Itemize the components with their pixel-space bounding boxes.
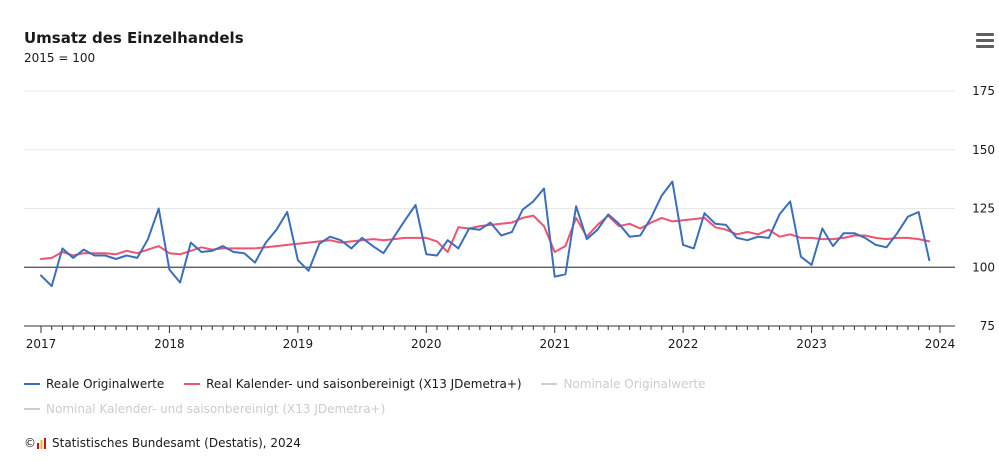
- hamburger-menu-icon: [976, 33, 994, 48]
- x-tick-label-2020: 2020: [411, 337, 442, 351]
- legend-item-nominale-originalwerte[interactable]: Nominale Originalwerte: [541, 373, 705, 395]
- legend-swatch-reale-originalwerte: [24, 383, 40, 385]
- legend-label: Reale Originalwerte: [46, 377, 165, 391]
- x-tick-label-2022: 2022: [668, 337, 699, 351]
- series-lines: [40, 180, 931, 288]
- legend-item-real-saisonbereinigt[interactable]: Real Kalender- und saisonbereinigt (X13 …: [184, 373, 522, 395]
- legend-item-nominal-saisonbereinigt[interactable]: Nominal Kalender- und saisonbereinigt (X…: [24, 398, 385, 420]
- x-tick-label-2024: 2024: [925, 337, 956, 351]
- copyright-symbol: ©: [24, 436, 36, 450]
- y-tick-label-150: 150: [972, 143, 995, 157]
- chart-subtitle: 2015 = 100: [24, 51, 96, 65]
- x-tick-label-2018: 2018: [154, 337, 185, 351]
- destatis-logo-icon: [36, 437, 48, 449]
- legend-swatch-nominal-saisonbereinigt: [24, 408, 40, 410]
- y-tick-label-175: 175: [972, 84, 995, 98]
- series-line-real-saisonbereinigt: [40, 214, 931, 260]
- series-line-reale-originalwerte: [40, 180, 931, 288]
- x-tick-label-2023: 2023: [796, 337, 827, 351]
- chart-title: Umsatz des Einzelhandels: [24, 29, 244, 47]
- x-tick-label-2021: 2021: [539, 337, 570, 351]
- legend-item-reale-originalwerte[interactable]: Reale Originalwerte: [24, 373, 164, 395]
- grid-lines: [24, 90, 955, 268]
- x-tick-label-2019: 2019: [283, 337, 314, 351]
- y-tick-label-75: 75: [980, 319, 995, 333]
- legend-swatch-real-saisonbereinigt: [184, 383, 201, 385]
- legend-label: Real Kalender- und saisonbereinigt (X13 …: [206, 377, 522, 391]
- chart-menu-button[interactable]: [976, 33, 994, 49]
- legend-swatch-nominale-originalwerte: [541, 383, 558, 385]
- y-tick-label-125: 125: [972, 202, 995, 216]
- tick-labels: 75 100 125 150 175 2017 2018 2019 2020 2021 2022 20…: [26, 84, 995, 351]
- x-tick-label-2017: 2017: [26, 337, 57, 351]
- legend-label: Nominale Originalwerte: [563, 377, 706, 391]
- legend: Reale Originalwerte Real Kalender- und s…: [24, 370, 924, 420]
- credit-text: Statistisches Bundesamt (Destatis), 2024: [52, 436, 301, 450]
- x-axis: [24, 325, 955, 333]
- y-tick-label-100: 100: [972, 260, 995, 274]
- source-credit: © Statistisches Bundesamt (Destatis), 20…: [24, 436, 301, 450]
- legend-label: Nominal Kalender- und saisonbereinigt (X…: [46, 402, 386, 416]
